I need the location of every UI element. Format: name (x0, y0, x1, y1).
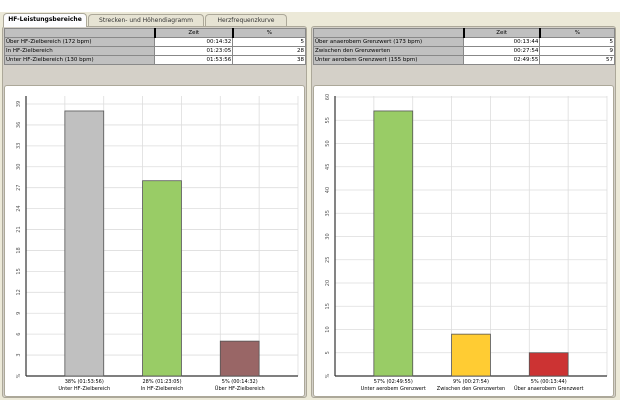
y-tick-label: 25 (325, 257, 331, 263)
y-tick-label: 12 (16, 289, 22, 295)
column-header-zeit: Zeit (462, 28, 541, 38)
threshold-table: Zeit% Über anaerobem Grenzwert (173 bpm)… (313, 28, 615, 65)
left-panel: Zeit% Über HF-Zielbereich (172 bpm) 00:14… (2, 26, 307, 398)
right-panel: Zeit% Über anaerobem Grenzwert (173 bpm)… (311, 26, 616, 398)
bar-value-label: 5% (00:14:32) (222, 379, 258, 385)
y-tick-label: 10 (325, 326, 331, 332)
tab-herzfrequenzkurve[interactable]: Herzfrequenzkurve (205, 14, 287, 26)
y-tick-label: 20 (325, 280, 331, 286)
y-tick-label: 27 (16, 185, 22, 191)
bar-value-label: 57% (02:49:55) (374, 379, 413, 385)
bar (219, 340, 260, 377)
y-tick-label: 60 (325, 94, 331, 100)
y-tick-label: 55 (325, 117, 331, 123)
y-tick-label: 6 (16, 333, 22, 336)
category-label: Unter aerobem Grenzwert (361, 386, 426, 392)
y-tick-label: 15 (325, 303, 331, 309)
table-row: In HF-Zielbereich 01:23:05 28 (3, 46, 306, 56)
y-tick-label: 39 (16, 101, 22, 107)
column-header-percent: % (231, 28, 306, 38)
category-label: Unter HF-Zielbereich (58, 386, 110, 392)
hf-zones-chart: % 3 6 9 12 15 18 21 24 27 30 33 36 39 38% (01:53:56) Un… (4, 85, 305, 397)
table-row: Zwischen den Grenzwerten 00:27:54 9 (313, 46, 615, 56)
y-tick-label: % (16, 373, 22, 378)
bar (451, 333, 491, 377)
y-tick-label: 45 (325, 164, 331, 170)
y-tick-label: 9 (16, 312, 22, 315)
bar-value-label: 9% (00:27:54) (453, 379, 489, 385)
bar (64, 110, 105, 377)
bar-value-label: 28% (01:23:05) (142, 379, 181, 385)
column-header-percent: % (538, 28, 615, 38)
column-header-zeit: Zeit (153, 28, 234, 38)
y-tick-label: 21 (16, 226, 22, 232)
y-tick-label: 36 (16, 122, 22, 128)
category-label: Über anaerobem Grenzwert (514, 385, 584, 392)
y-tick-label: 30 (16, 164, 22, 170)
bar-value-label: 38% (01:53:56) (65, 379, 104, 385)
y-tick-label: 15 (16, 268, 22, 274)
table-row: Unter HF-Zielbereich (130 bpm) 01:53:56 38 (3, 55, 306, 65)
y-tick-label: 40 (325, 187, 331, 193)
table-row: Unter aerobem Grenzwert (155 bpm) 02:49:5… (313, 55, 615, 65)
y-tick-label: 24 (16, 205, 22, 211)
table-row: Über anaerobem Grenzwert (173 bpm) 00:13:… (313, 37, 615, 47)
y-tick-label: 30 (325, 233, 331, 239)
category-label: Über HF-Zielbereich (215, 385, 265, 392)
bar (528, 352, 569, 377)
y-tick-label: 33 (16, 143, 22, 149)
bar (142, 180, 182, 377)
y-tick-label: 18 (16, 247, 22, 253)
category-label: In HF-Zielbereich (141, 386, 184, 392)
y-tick-label: 35 (325, 210, 331, 216)
table-row: Über HF-Zielbereich (172 bpm) 00:14:32 5 (3, 37, 306, 47)
category-label: Zwischen den Grenzwerten (437, 386, 505, 392)
y-tick-label: 5 (325, 351, 331, 354)
y-tick-label: 3 (16, 353, 22, 356)
threshold-chart: % 5 10 15 20 25 30 35 40 45 50 55 60 57% (02:49:55) Un… (313, 85, 614, 397)
bar-value-label: 5% (00:13:44) (531, 379, 567, 385)
bar (373, 110, 414, 377)
tab-strecken-hoehendiagramm[interactable]: Strecken- und Höhendiagramm (88, 14, 204, 26)
y-tick-label: 50 (325, 140, 331, 146)
hf-zones-table: Zeit% Über HF-Zielbereich (172 bpm) 00:14… (3, 28, 306, 65)
y-tick-label: % (325, 373, 331, 378)
tab-hf-leistungsbereiche[interactable]: HF-Leistungsbereiche (3, 13, 87, 27)
